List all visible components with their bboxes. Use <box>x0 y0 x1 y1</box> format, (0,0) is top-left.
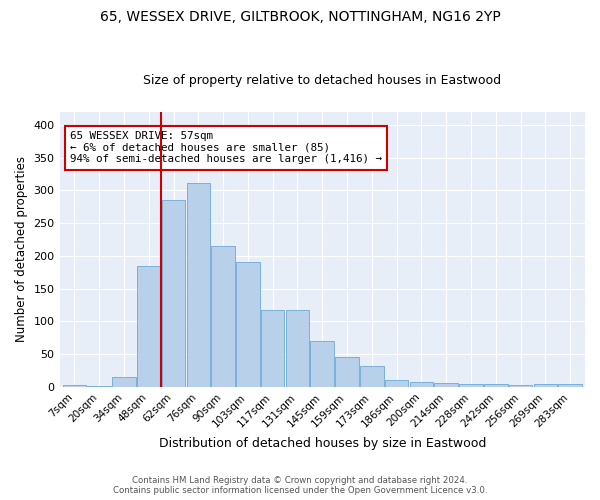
Text: 65, WESSEX DRIVE, GILTBROOK, NOTTINGHAM, NG16 2YP: 65, WESSEX DRIVE, GILTBROOK, NOTTINGHAM,… <box>100 10 500 24</box>
Bar <box>211 246 235 387</box>
Bar <box>385 380 409 387</box>
Bar <box>137 266 161 387</box>
Text: 65 WESSEX DRIVE: 57sqm
← 6% of detached houses are smaller (85)
94% of semi-deta: 65 WESSEX DRIVE: 57sqm ← 6% of detached … <box>70 131 382 164</box>
Bar <box>533 384 557 387</box>
Bar <box>335 357 359 387</box>
Title: Size of property relative to detached houses in Eastwood: Size of property relative to detached ho… <box>143 74 502 87</box>
Bar <box>509 385 532 387</box>
Text: Contains HM Land Registry data © Crown copyright and database right 2024.
Contai: Contains HM Land Registry data © Crown c… <box>113 476 487 495</box>
Bar <box>286 310 309 387</box>
Bar <box>484 384 508 387</box>
Bar <box>261 310 284 387</box>
Bar <box>434 383 458 387</box>
Bar <box>112 377 136 387</box>
Bar <box>360 366 383 387</box>
Bar <box>559 384 582 387</box>
Y-axis label: Number of detached properties: Number of detached properties <box>15 156 28 342</box>
Bar <box>310 341 334 387</box>
Bar <box>459 384 483 387</box>
Bar <box>410 382 433 387</box>
Bar <box>62 385 86 387</box>
Bar <box>88 386 111 387</box>
Bar <box>236 262 260 387</box>
Bar <box>162 200 185 387</box>
X-axis label: Distribution of detached houses by size in Eastwood: Distribution of detached houses by size … <box>158 437 486 450</box>
Bar <box>187 182 210 387</box>
